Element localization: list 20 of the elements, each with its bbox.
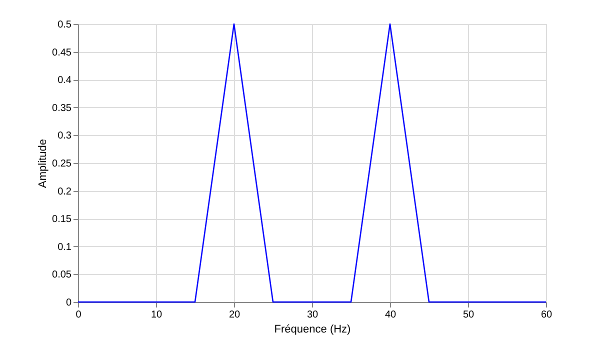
y-tick-label: 0 [66, 298, 72, 308]
x-tick-label: 10 [150, 310, 162, 320]
x-tick-label: 20 [228, 310, 240, 320]
x-tick-label: 50 [462, 310, 474, 320]
x-tick-label: 60 [540, 310, 552, 320]
y-tick-label: 0.15 [52, 214, 72, 226]
y-tick-label: 0.4 [58, 75, 72, 86]
y-tick-label: 0.35 [52, 102, 72, 114]
x-tick-label: 40 [384, 310, 396, 320]
y-tick-label: 0.5 [58, 20, 72, 30]
y-tick-label: 0.2 [58, 186, 72, 198]
y-tick-label: 0.05 [52, 270, 72, 281]
x-tick-label: 0 [76, 310, 82, 320]
y-tick-label: 0.45 [52, 47, 72, 58]
y-tick-label: 0.25 [52, 158, 72, 170]
y-tick-label: 0.1 [58, 242, 72, 253]
y-axis-title: Amplitude [37, 139, 50, 188]
x-axis-title: Fréquence (Hz) [274, 324, 351, 336]
y-tick-label: 0.3 [58, 130, 72, 142]
x-tick-label: 30 [306, 310, 318, 320]
